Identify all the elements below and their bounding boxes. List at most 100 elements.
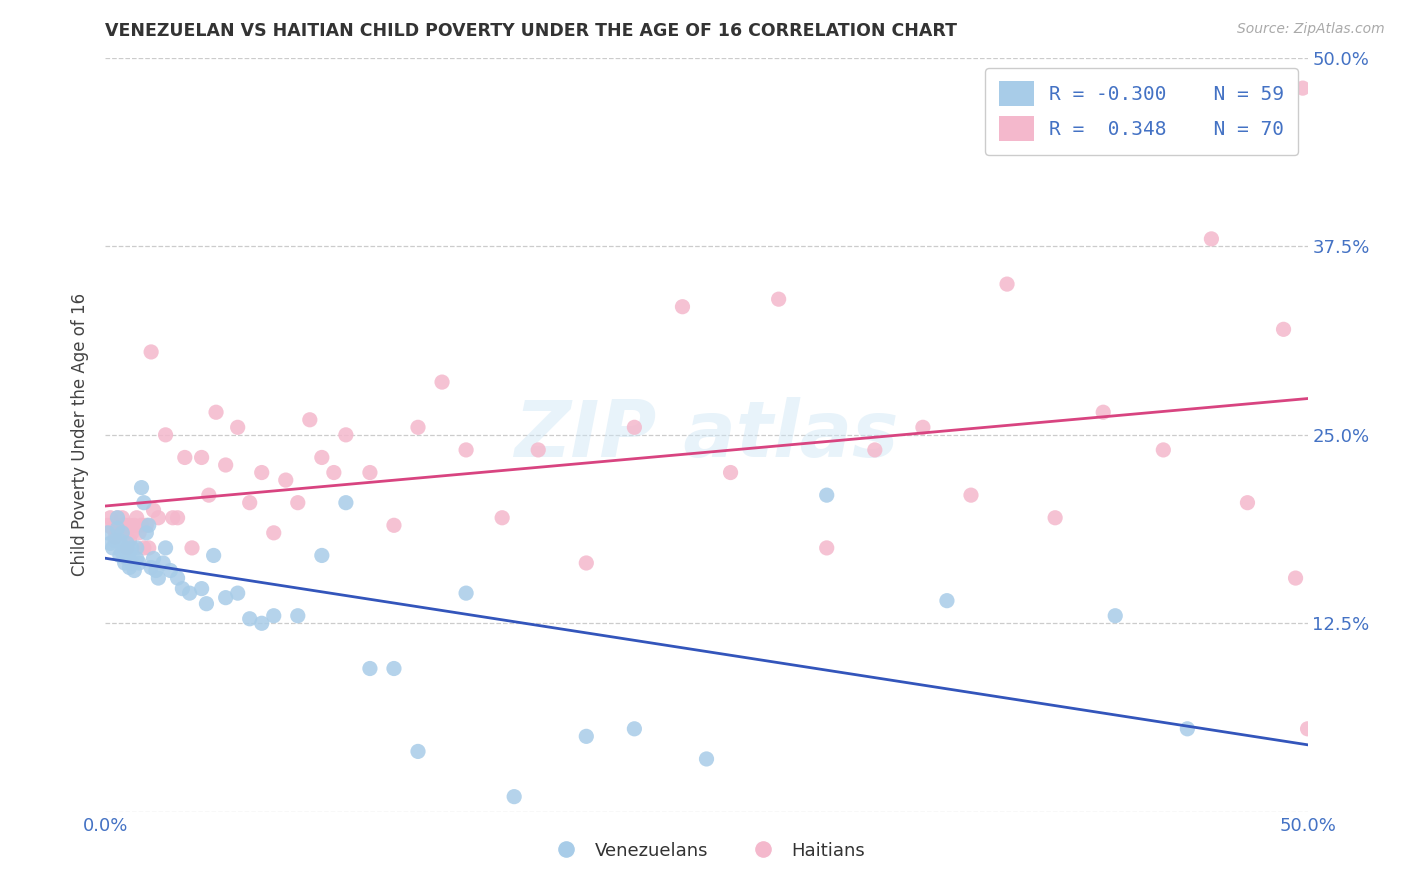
Point xyxy=(138,541,160,555)
Point xyxy=(121,525,143,540)
Point xyxy=(720,466,742,480)
Point xyxy=(287,496,309,510)
Point xyxy=(214,591,236,605)
Point xyxy=(768,292,790,306)
Point xyxy=(138,518,160,533)
Point xyxy=(1284,571,1306,585)
Point xyxy=(142,503,165,517)
Point xyxy=(1175,722,1198,736)
Point xyxy=(181,541,204,555)
Point xyxy=(815,488,838,502)
Point xyxy=(406,744,429,758)
Point xyxy=(131,518,153,533)
Point xyxy=(815,541,838,555)
Point xyxy=(107,510,129,524)
Point xyxy=(575,556,598,570)
Point xyxy=(132,496,155,510)
Point xyxy=(97,518,120,533)
Point xyxy=(115,536,138,550)
Point xyxy=(172,582,194,596)
Point xyxy=(114,541,136,555)
Point xyxy=(124,518,146,533)
Point xyxy=(1272,322,1295,336)
Point xyxy=(111,510,134,524)
Point xyxy=(155,428,177,442)
Point xyxy=(107,525,129,540)
Point xyxy=(311,450,333,465)
Point xyxy=(335,496,357,510)
Point xyxy=(274,473,297,487)
Point xyxy=(162,510,184,524)
Text: VENEZUELAN VS HAITIAN CHILD POVERTY UNDER THE AGE OF 16 CORRELATION CHART: VENEZUELAN VS HAITIAN CHILD POVERTY UNDE… xyxy=(105,22,957,40)
Point xyxy=(101,521,124,535)
Point xyxy=(454,586,477,600)
Point xyxy=(155,541,177,555)
Point xyxy=(1104,608,1126,623)
Y-axis label: Child Poverty Under the Age of 16: Child Poverty Under the Age of 16 xyxy=(72,293,90,576)
Point xyxy=(108,549,131,563)
Point xyxy=(382,518,405,533)
Point xyxy=(623,420,645,434)
Point xyxy=(527,442,550,457)
Point xyxy=(131,481,153,495)
Point xyxy=(239,612,262,626)
Point xyxy=(335,428,357,442)
Point xyxy=(1043,510,1066,524)
Point xyxy=(179,586,201,600)
Point xyxy=(936,593,959,607)
Point xyxy=(107,521,129,535)
Point xyxy=(148,571,170,585)
Point xyxy=(125,541,148,555)
Point xyxy=(142,551,165,566)
Point xyxy=(135,518,157,533)
Point xyxy=(491,510,513,524)
Point xyxy=(298,413,321,427)
Point xyxy=(214,458,236,472)
Point xyxy=(250,466,273,480)
Legend: Venezuelans, Haitians: Venezuelans, Haitians xyxy=(541,834,872,867)
Point xyxy=(152,556,174,570)
Point xyxy=(287,608,309,623)
Point xyxy=(98,510,121,524)
Point xyxy=(863,442,886,457)
Point xyxy=(382,661,405,675)
Point xyxy=(263,608,285,623)
Point xyxy=(198,488,221,502)
Point xyxy=(159,564,181,578)
Point xyxy=(114,556,136,570)
Point xyxy=(118,518,141,533)
Point xyxy=(205,405,228,419)
Point xyxy=(226,420,249,434)
Point xyxy=(166,510,188,524)
Point xyxy=(430,375,453,389)
Point xyxy=(145,564,167,578)
Point xyxy=(1296,722,1319,736)
Point xyxy=(406,420,429,434)
Point xyxy=(114,518,136,533)
Point xyxy=(108,533,131,548)
Point xyxy=(108,518,131,533)
Point xyxy=(226,586,249,600)
Point xyxy=(118,533,141,548)
Point xyxy=(359,466,381,480)
Point xyxy=(322,466,344,480)
Point xyxy=(250,616,273,631)
Point xyxy=(121,556,143,570)
Point xyxy=(195,597,218,611)
Point xyxy=(1236,496,1258,510)
Point xyxy=(239,496,262,510)
Point xyxy=(114,525,136,540)
Point xyxy=(995,277,1018,292)
Text: ZIP atlas: ZIP atlas xyxy=(515,397,898,473)
Point xyxy=(115,551,138,566)
Point xyxy=(166,571,188,585)
Point xyxy=(139,345,162,359)
Point xyxy=(98,536,121,550)
Point xyxy=(311,549,333,563)
Point xyxy=(97,525,120,540)
Point xyxy=(104,533,127,548)
Point xyxy=(128,525,150,540)
Point xyxy=(1092,405,1115,419)
Point xyxy=(263,525,285,540)
Point xyxy=(696,752,718,766)
